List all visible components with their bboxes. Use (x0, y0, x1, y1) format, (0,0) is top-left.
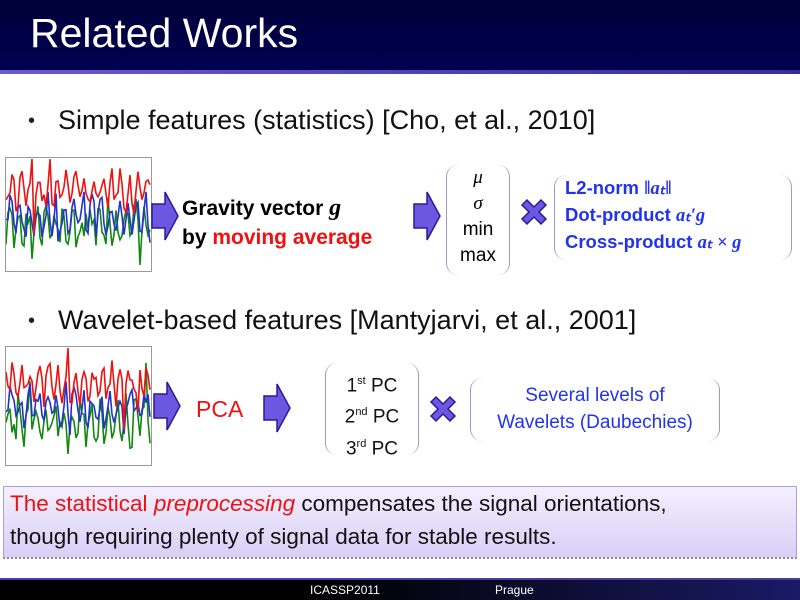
pc-label: PC (365, 375, 398, 397)
stat-min: min (462, 219, 494, 240)
signal-plot-2 (5, 346, 152, 466)
wavelet-line: Several levels of (525, 385, 665, 406)
op-math: aₜ′g (675, 206, 706, 226)
pc-label: PC (367, 406, 400, 428)
conclusion-rest: compensates the signal orientations, (295, 491, 667, 516)
stat-max: max (460, 245, 496, 266)
op-cross-product: Cross-product aₜ × g (565, 229, 791, 256)
signal-line (6, 381, 151, 435)
arrow-right-icon (153, 381, 181, 431)
arrow-right-icon (413, 191, 441, 241)
arrow-right-icon (263, 383, 291, 433)
multiply-icon (429, 395, 457, 423)
stats-brace-group: μ σ min max (446, 165, 510, 275)
footer-conference: ICASSP2011 (310, 583, 380, 597)
pc-brace-group: 1st PC 2nd PC 3rd PC (325, 363, 419, 459)
pca-label: PCA (196, 396, 244, 422)
op-math: ‖aₜ‖ (644, 179, 672, 199)
pc-item: 2nd PC (326, 399, 418, 430)
pc-item: 1st PC (326, 368, 418, 399)
op-label: L2-norm (565, 177, 645, 198)
moving-average-label: moving average (212, 226, 373, 249)
gravity-vector-text: Gravity vector g (182, 195, 341, 222)
pc-n: 2 (344, 406, 356, 428)
arrow-right-icon (151, 191, 179, 241)
stat-mean: μ (473, 167, 483, 188)
signal-line (6, 191, 151, 243)
multiply-icon (520, 198, 548, 226)
op-dot-product: Dot-product aₜ′g (565, 202, 791, 229)
conclusion-line-2: though requiring plenty of signal data f… (10, 524, 557, 549)
moving-average-text: by moving average (182, 226, 372, 250)
pc-item: 3rd PC (326, 431, 418, 462)
title-divider (0, 70, 800, 74)
ops-brace-group: L2-norm ‖aₜ‖ Dot-product aₜ′g Cross-prod… (554, 175, 792, 260)
op-math: aₜ × g (697, 233, 742, 253)
pc-sup: nd (355, 406, 368, 419)
footer-location: Prague (495, 583, 534, 597)
signal-line (6, 158, 151, 235)
math-g: g (329, 195, 342, 221)
bullet-simple-features: Simple features (statistics) [Cho, et al… (58, 105, 596, 135)
stat-std: σ (473, 193, 483, 214)
signal-line (6, 347, 151, 430)
bullet-icon: • (28, 310, 36, 332)
conclusion-box: The statistical preprocessing compensate… (3, 486, 797, 559)
wavelet-brace-group: Several levels of Wavelets (Daubechies) (470, 378, 720, 441)
pc-sup: st (357, 375, 366, 387)
title-bar (0, 0, 800, 70)
bullet-icon: • (28, 110, 36, 132)
conclusion-line-1: The statistical preprocessing compensate… (4, 487, 796, 520)
by-label: by (182, 226, 213, 249)
op-l2-norm: L2-norm ‖aₜ‖ (565, 175, 791, 202)
op-label: Dot-product (565, 204, 676, 225)
footer-bar: ICASSP2011 Prague (0, 578, 800, 600)
pc-n: 1 (346, 375, 358, 397)
signal-plot-1 (5, 157, 152, 272)
wavelet-line: Wavelets (Daubechies) (497, 412, 693, 433)
conclusion-red: The statistical (10, 491, 154, 516)
pc-label: PC (366, 437, 399, 459)
bullet-wavelet-features: Wavelet-based features [Mantyjarvi, et a… (58, 305, 637, 335)
gravity-label: Gravity vector (182, 197, 330, 220)
pc-n: 3 (345, 437, 357, 459)
slide-title: Related Works (30, 10, 299, 56)
op-label: Cross-product (565, 231, 698, 252)
pc-sup: rd (356, 437, 367, 450)
conclusion-italic: preprocessing (153, 491, 296, 516)
